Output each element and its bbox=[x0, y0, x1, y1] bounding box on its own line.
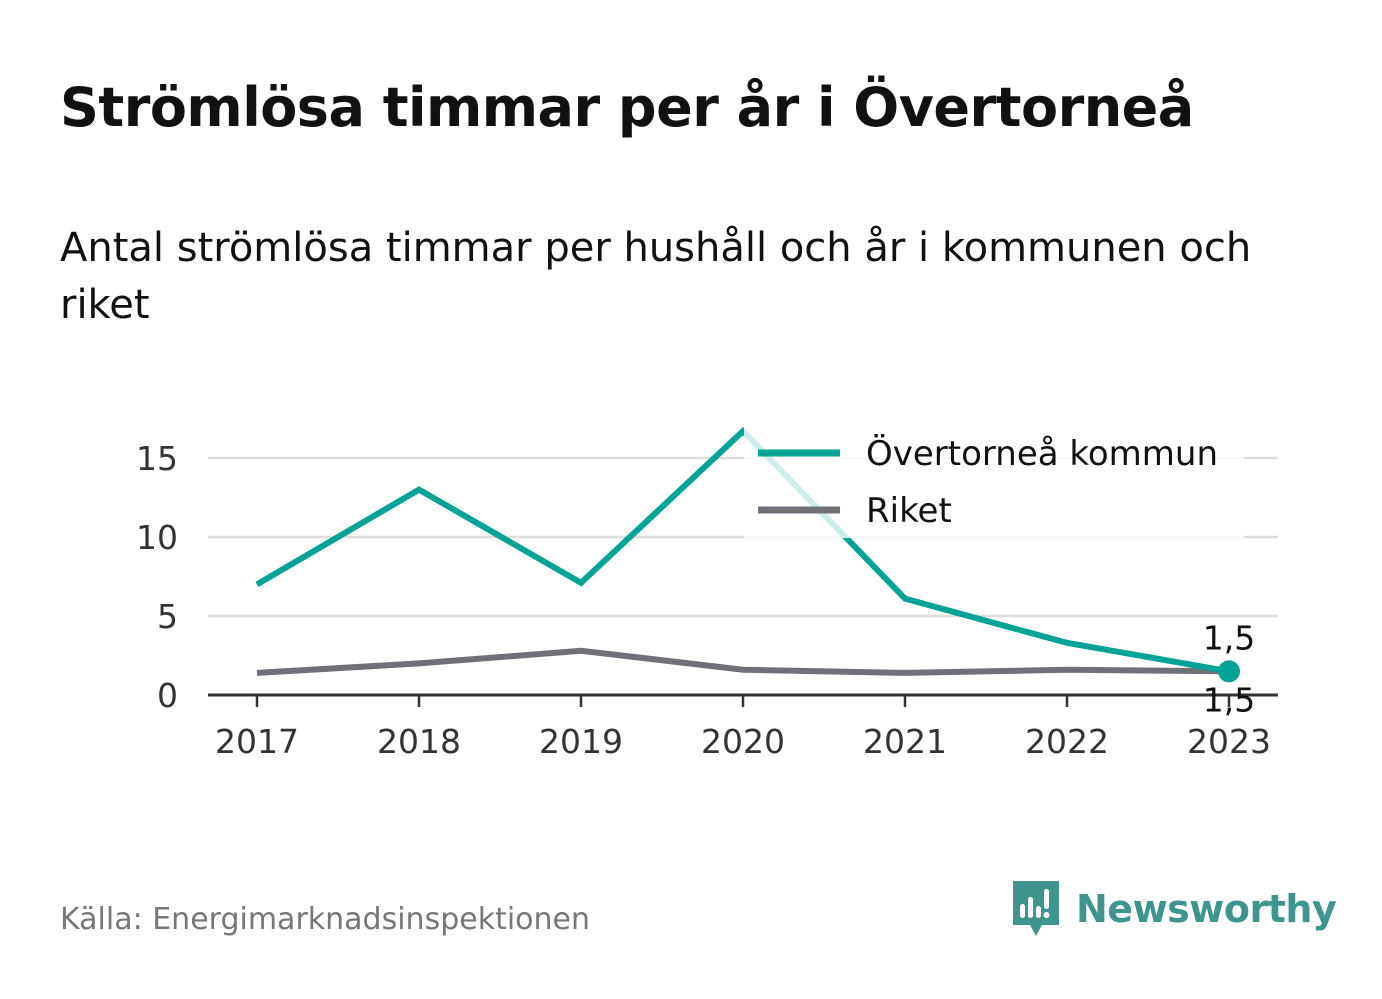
y-tick-label: 10 bbox=[136, 518, 178, 557]
source-note: Källa: Energimarknadsinspektionen bbox=[60, 902, 591, 937]
y-axis-tick-labels: 0 5 10 15 bbox=[136, 439, 178, 715]
y-tick-label: 0 bbox=[157, 676, 178, 715]
legend-entry: Övertorneå kommun bbox=[866, 433, 1218, 474]
legend-background bbox=[744, 422, 1244, 538]
end-value-labels: 1,5 1,5 bbox=[1203, 618, 1255, 719]
chart-subtitle: Antal strömlösa timmar per hushåll och å… bbox=[60, 225, 1252, 328]
x-tick-label: 2017 bbox=[215, 722, 299, 761]
x-tick-label: 2022 bbox=[1025, 722, 1109, 761]
newsworthy-logo-icon bbox=[1013, 881, 1059, 936]
end-markers bbox=[1218, 660, 1240, 683]
y-tick-label: 5 bbox=[157, 597, 178, 636]
x-tick-label: 2021 bbox=[863, 722, 947, 761]
brand-logo[interactable]: Newsworthy bbox=[1010, 876, 1337, 942]
x-tick-label: 2023 bbox=[1187, 722, 1271, 761]
end-marker-overtornea bbox=[1218, 660, 1240, 683]
x-tick-label: 2019 bbox=[539, 722, 623, 761]
series-line-overtornea bbox=[255, 426, 1230, 675]
series-lines bbox=[255, 426, 1230, 676]
legend: Övertorneå kommun Riket bbox=[744, 422, 1244, 538]
brand-name: Newsworthy bbox=[1076, 887, 1337, 931]
series-line-riket bbox=[256, 647, 1230, 676]
y-tick-label: 15 bbox=[136, 439, 178, 478]
x-axis: 2017 2018 2019 2020 2021 2022 2023 bbox=[208, 693, 1278, 761]
end-value-label: 1,5 bbox=[1203, 680, 1255, 719]
x-tick-label: 2020 bbox=[701, 722, 785, 761]
legend-entry: Riket bbox=[866, 491, 952, 531]
end-value-label: 1,5 bbox=[1203, 618, 1255, 657]
chart-title: Strömlösa timmar per år i Övertorneå bbox=[60, 76, 1194, 139]
x-tick-label: 2018 bbox=[377, 722, 461, 761]
